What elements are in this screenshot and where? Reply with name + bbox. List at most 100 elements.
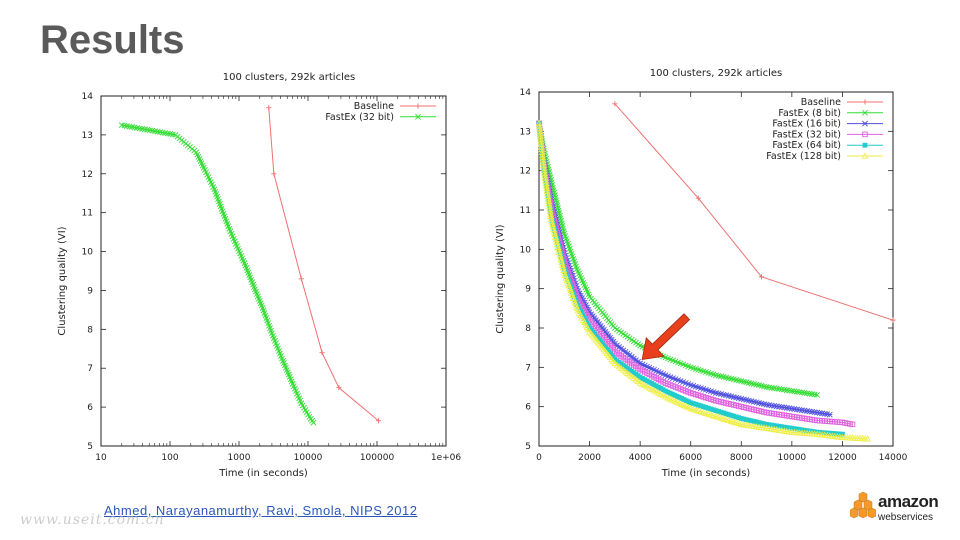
citation-link[interactable]: Ahmed, Narayanamurthy, Ravi, Smola, NIPS… — [104, 503, 418, 518]
series-fastex-64-bit-point — [791, 426, 797, 432]
series-fastex-64-bit-point — [751, 419, 757, 424]
series-fastex-128-bit-point — [568, 292, 576, 299]
series-fastex-128-bit-point — [540, 167, 548, 174]
series-baseline-point — [758, 274, 765, 280]
series-fastex-128-bit-point — [541, 172, 549, 179]
plot-area — [535, 101, 896, 442]
x-tick-label: 4000 — [629, 453, 652, 463]
aws-cube — [858, 492, 868, 503]
series-fastex-128-bit-point — [542, 179, 550, 187]
series-fastex-64-bit-point — [766, 422, 772, 428]
slide-title: Results — [40, 18, 185, 62]
series-fastex-128-bit-point — [536, 132, 544, 140]
series-fastex-128-bit-point — [547, 215, 555, 222]
series-fastex-128-bit-point — [537, 135, 545, 142]
series-baseline-point — [298, 276, 304, 282]
chart-title: 100 clusters, 292k articles — [223, 72, 355, 83]
legend-marker — [862, 120, 868, 127]
series-baseline-point — [375, 418, 382, 424]
plot-area — [118, 105, 382, 426]
series-fastex-128-bit-point — [558, 259, 566, 266]
y-tick-label: 7 — [525, 363, 531, 373]
series-fastex-128-bit-point — [548, 218, 556, 225]
series-fastex-64-bit-point — [700, 404, 706, 410]
y-tick-label: 6 — [525, 403, 531, 413]
series-fastex-128-bit-markers — [535, 119, 872, 442]
y-tick-label: 10 — [82, 248, 94, 258]
series-fastex-8-bit-point — [814, 391, 821, 398]
series-fastex-128-bit-point — [565, 281, 573, 289]
series-fastex-128-bit-point — [550, 225, 558, 233]
series-fastex-128-bit-point — [537, 140, 545, 148]
series-fastex-128-bit-point — [540, 161, 547, 169]
series-fastex-128-bit-point — [561, 271, 569, 279]
series-fastex-64-bit-point — [695, 402, 701, 408]
series-fastex-128-bit-point — [571, 299, 579, 306]
y-tick-label: 7 — [87, 364, 93, 374]
legend-label: FastEx (32 bit) — [772, 129, 841, 140]
y-tick-label: 8 — [87, 325, 93, 335]
legend-marker — [862, 109, 868, 116]
series-fastex-128-bit-point — [557, 253, 564, 261]
series-fastex-64-bit-point — [711, 407, 716, 413]
series-fastex-128-bit-point — [566, 284, 574, 291]
series-fastex-32-bit-markers — [536, 120, 856, 428]
series-fastex-64-bit-point — [741, 416, 747, 422]
series-fastex-64-bit-point — [761, 421, 767, 427]
series-fastex-128-bit-point — [558, 261, 566, 268]
series-fastex-128-bit-point — [543, 190, 551, 197]
series-fastex-64-bit-point — [781, 424, 787, 430]
legend-marker — [862, 99, 868, 105]
series-fastex-128-bit-point — [547, 210, 554, 217]
series-fastex-128-bit-point — [554, 243, 562, 250]
legend-label: FastEx (16 bit) — [772, 119, 841, 130]
legend-label: Baseline — [801, 97, 841, 108]
series-fastex-128-bit-point — [569, 294, 577, 301]
x-tick-label: 1000 — [228, 453, 251, 463]
series-fastex-64-bit-point — [786, 425, 792, 431]
series-fastex-8-bit-markers — [536, 120, 821, 398]
y-tick-label: 14 — [82, 92, 94, 102]
y-tick-label: 12 — [520, 167, 531, 177]
aws-cube — [867, 507, 876, 519]
series-fastex-64-bit-point — [688, 400, 694, 406]
series-fastex-64-bit-point — [733, 414, 739, 420]
series-baseline-point — [319, 350, 325, 356]
series-fastex-128-bit-point — [553, 238, 561, 245]
y-tick-label: 13 — [520, 127, 531, 137]
series-baseline-point — [890, 317, 896, 323]
series-fastex-64-bit-point — [731, 413, 737, 419]
series-fastex-64-bit-point — [736, 415, 742, 421]
series-fastex-128-bit-line — [538, 123, 868, 440]
series-fastex-128-bit-point — [539, 156, 547, 163]
series-fastex-128-bit-point — [543, 187, 551, 194]
series-fastex-64-bit-point — [771, 423, 777, 428]
series-fastex-64-bit-point — [738, 416, 744, 421]
series-fastex-128-bit-point — [536, 125, 544, 132]
series-fastex-128-bit-point — [555, 248, 563, 256]
series-fastex-128-bit-point — [559, 264, 567, 271]
series-fastex-128-bit-point — [536, 130, 544, 137]
series-fastex-128-bit-point — [551, 230, 559, 238]
series-fastex-128-bit-point — [539, 153, 547, 161]
series-baseline-point — [612, 101, 618, 107]
aws-cubes-icon — [850, 492, 876, 519]
series-baseline-point — [336, 385, 342, 391]
series-fastex-64-bit-point — [814, 429, 820, 435]
y-axis-label: Clustering quality (VI) — [57, 226, 68, 335]
series-fastex-128-bit-point — [560, 266, 568, 273]
y-tick-label: 12 — [82, 170, 93, 180]
series-fastex-128-bit-point — [570, 297, 578, 304]
aws-logo: amazon webservices — [850, 490, 950, 534]
series-baseline-line — [614, 103, 894, 321]
y-tick-label: 10 — [520, 245, 532, 255]
series-fastex-128-bit-point — [545, 200, 553, 207]
series-baseline-line — [268, 107, 379, 422]
x-axis-label: Time (in seconds) — [661, 468, 751, 479]
x-tick-label: 10 — [95, 453, 107, 463]
aws-logo-word: amazon — [878, 492, 939, 511]
series-fastex-64-bit-point — [789, 425, 795, 431]
series-fastex-128-bit-point — [572, 302, 580, 309]
legend-label: FastEx (8 bit) — [778, 108, 841, 119]
series-fastex-64-bit-point — [746, 417, 752, 423]
